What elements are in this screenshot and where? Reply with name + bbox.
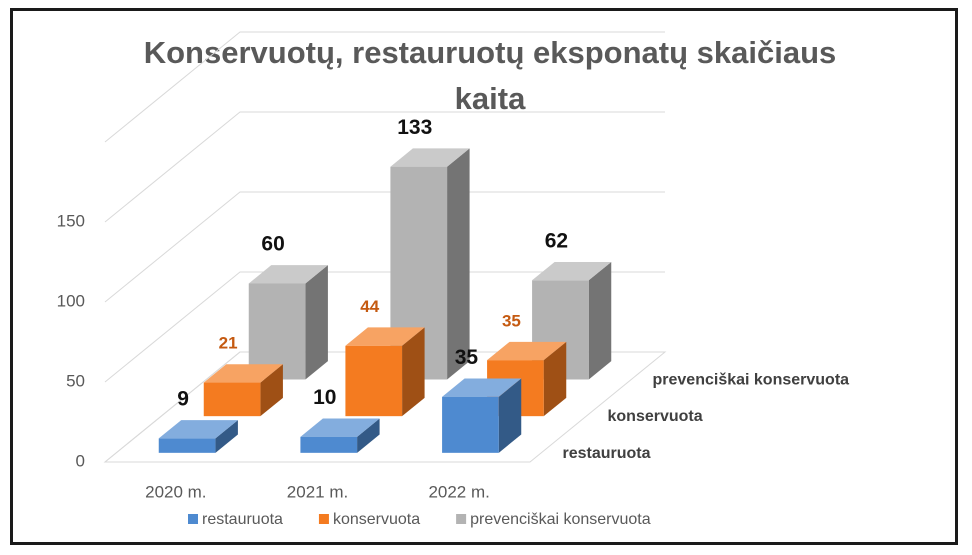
bar-side bbox=[305, 265, 328, 380]
value-label: 44 bbox=[360, 297, 379, 316]
bar-top bbox=[532, 261, 612, 281]
bar-front bbox=[442, 396, 499, 453]
grid-line bbox=[104, 191, 665, 303]
x-tick-label: 2021 m. bbox=[287, 482, 348, 501]
bar-front bbox=[300, 436, 358, 453]
bar bbox=[203, 364, 283, 417]
bar-front bbox=[345, 345, 403, 417]
value-label: 133 bbox=[397, 116, 432, 139]
bar-side bbox=[402, 327, 425, 417]
bar-side bbox=[357, 418, 380, 453]
legend-label: prevenciškai konservuota bbox=[470, 511, 651, 528]
series-axis-label: konservuota bbox=[608, 408, 703, 425]
bar-front bbox=[158, 438, 216, 453]
bar bbox=[158, 420, 238, 453]
bar-top bbox=[158, 420, 238, 439]
chart-frame bbox=[10, 8, 958, 545]
bar-top bbox=[390, 148, 470, 167]
y-tick-label: 150 bbox=[57, 211, 85, 230]
grid-line bbox=[104, 271, 665, 383]
x-tick-label: 2022 m. bbox=[428, 482, 489, 501]
value-label: 9 bbox=[177, 388, 189, 411]
bar-side bbox=[447, 148, 470, 380]
legend-swatch bbox=[456, 514, 467, 524]
value-label: 10 bbox=[313, 386, 336, 409]
value-label: 60 bbox=[261, 233, 284, 256]
bar-side bbox=[588, 261, 612, 380]
bar-side bbox=[215, 420, 238, 453]
series-axis-label: restauruota bbox=[563, 445, 651, 462]
value-label: 21 bbox=[219, 334, 238, 353]
bar-front bbox=[248, 283, 306, 380]
y-tick-label: 0 bbox=[76, 451, 85, 470]
x-tick-label: 2020 m. bbox=[145, 482, 206, 501]
bar-top bbox=[203, 364, 283, 383]
bar-side bbox=[543, 341, 567, 417]
wall-edge bbox=[104, 31, 665, 143]
bar-top bbox=[248, 265, 328, 284]
bar-top bbox=[442, 378, 522, 397]
legend-label: restauruota bbox=[202, 511, 283, 528]
legend-swatch bbox=[188, 514, 198, 524]
value-label: 62 bbox=[545, 230, 568, 253]
bar bbox=[442, 378, 522, 453]
legend-label: konservuota bbox=[333, 511, 420, 528]
bar-top bbox=[487, 341, 567, 361]
bar bbox=[248, 265, 328, 380]
bar-side bbox=[260, 364, 283, 417]
value-label: 35 bbox=[455, 346, 479, 369]
legend-swatch bbox=[318, 514, 329, 524]
bar bbox=[345, 327, 425, 417]
grid-line bbox=[104, 111, 665, 223]
bar-side bbox=[498, 378, 522, 453]
series-axis-label: prevenciškai konservuota bbox=[653, 372, 850, 389]
bar-front bbox=[203, 382, 261, 417]
bar bbox=[300, 418, 380, 453]
value-label: 35 bbox=[502, 311, 521, 330]
bar-top bbox=[300, 418, 380, 437]
y-tick-label: 50 bbox=[66, 371, 85, 390]
chart-title: Konservuotų, restauruotų eksponatų skaič… bbox=[143, 35, 837, 116]
y-tick-label: 100 bbox=[57, 291, 85, 310]
bar-top bbox=[345, 327, 425, 346]
